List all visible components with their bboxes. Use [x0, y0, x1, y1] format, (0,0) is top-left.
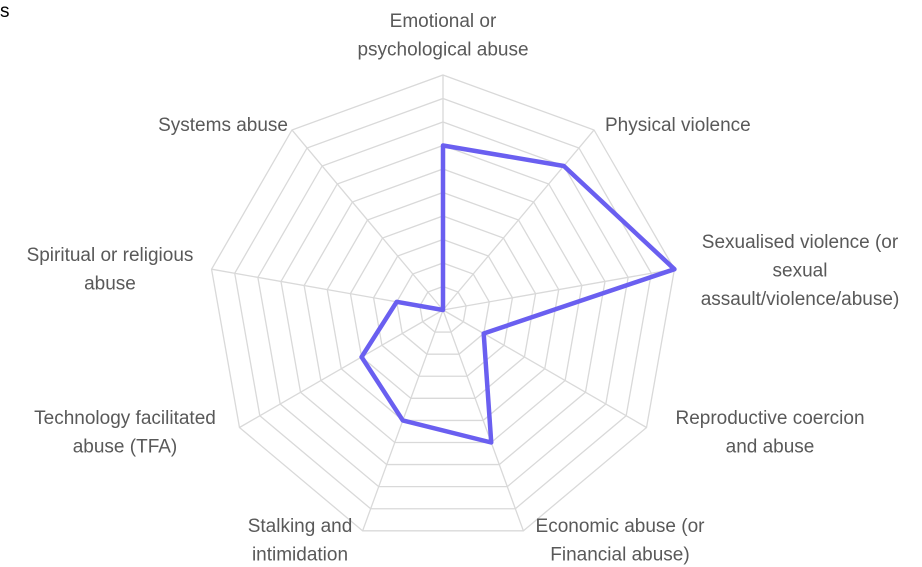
label-line: Sexualised violence (or	[702, 232, 899, 253]
label-line: Systems abuse	[158, 115, 288, 136]
spoke	[442, 129, 595, 311]
spoke	[239, 309, 444, 429]
spoke	[442, 309, 524, 532]
label-line: abuse (TFA)	[73, 437, 178, 458]
category-label: Technology facilitated abuse (TFA)	[34, 408, 216, 458]
category-label: Emotional or psychological abuse	[357, 11, 528, 61]
label-line: sexual	[773, 261, 828, 282]
chart-title: s	[0, 1, 10, 22]
category-label: Spiritual or religious abuse	[27, 245, 194, 295]
category-label: Economic abuse (or Financial abuse)	[536, 516, 706, 566]
spoke	[291, 129, 444, 311]
grid-ring	[326, 191, 560, 422]
label-line: Physical violence	[605, 115, 751, 136]
category-label: Systems abuse	[158, 115, 288, 136]
category-label: Reproductive coercion and abuse	[675, 408, 864, 458]
grid-ring	[303, 168, 583, 444]
grid-ring	[372, 238, 514, 377]
label-line: Emotional or	[390, 11, 497, 32]
grid-ring	[280, 144, 606, 466]
label-line: Spiritual or religious	[27, 245, 194, 266]
label-line: psychological abuse	[357, 40, 528, 61]
label-line: Technology facilitated	[34, 408, 216, 429]
label-line: intimidation	[252, 545, 348, 566]
label-line: Economic abuse (or	[536, 516, 706, 537]
grid-ring	[396, 262, 490, 355]
grid-ring	[257, 121, 629, 488]
grid-ring	[349, 215, 537, 399]
category-label: Physical violence	[605, 115, 751, 136]
series-line	[359, 143, 677, 445]
label-line: Stalking and	[248, 516, 353, 537]
category-label: Stalking and intimidation	[248, 516, 353, 566]
label-line: assault/violence/abuse)	[701, 289, 900, 310]
category-label: Sexualised violence (or sexual assault/vio…	[701, 232, 900, 310]
spoke	[442, 268, 675, 311]
label-line: Financial abuse)	[550, 545, 689, 566]
grid-ring	[234, 97, 652, 510]
spoke	[442, 309, 647, 429]
label-line: Reproductive coercion	[675, 408, 864, 429]
label-line: abuse	[84, 274, 136, 295]
grid-ring	[419, 285, 467, 333]
grid-ring	[210, 74, 676, 532]
label-line: and abuse	[726, 437, 815, 458]
